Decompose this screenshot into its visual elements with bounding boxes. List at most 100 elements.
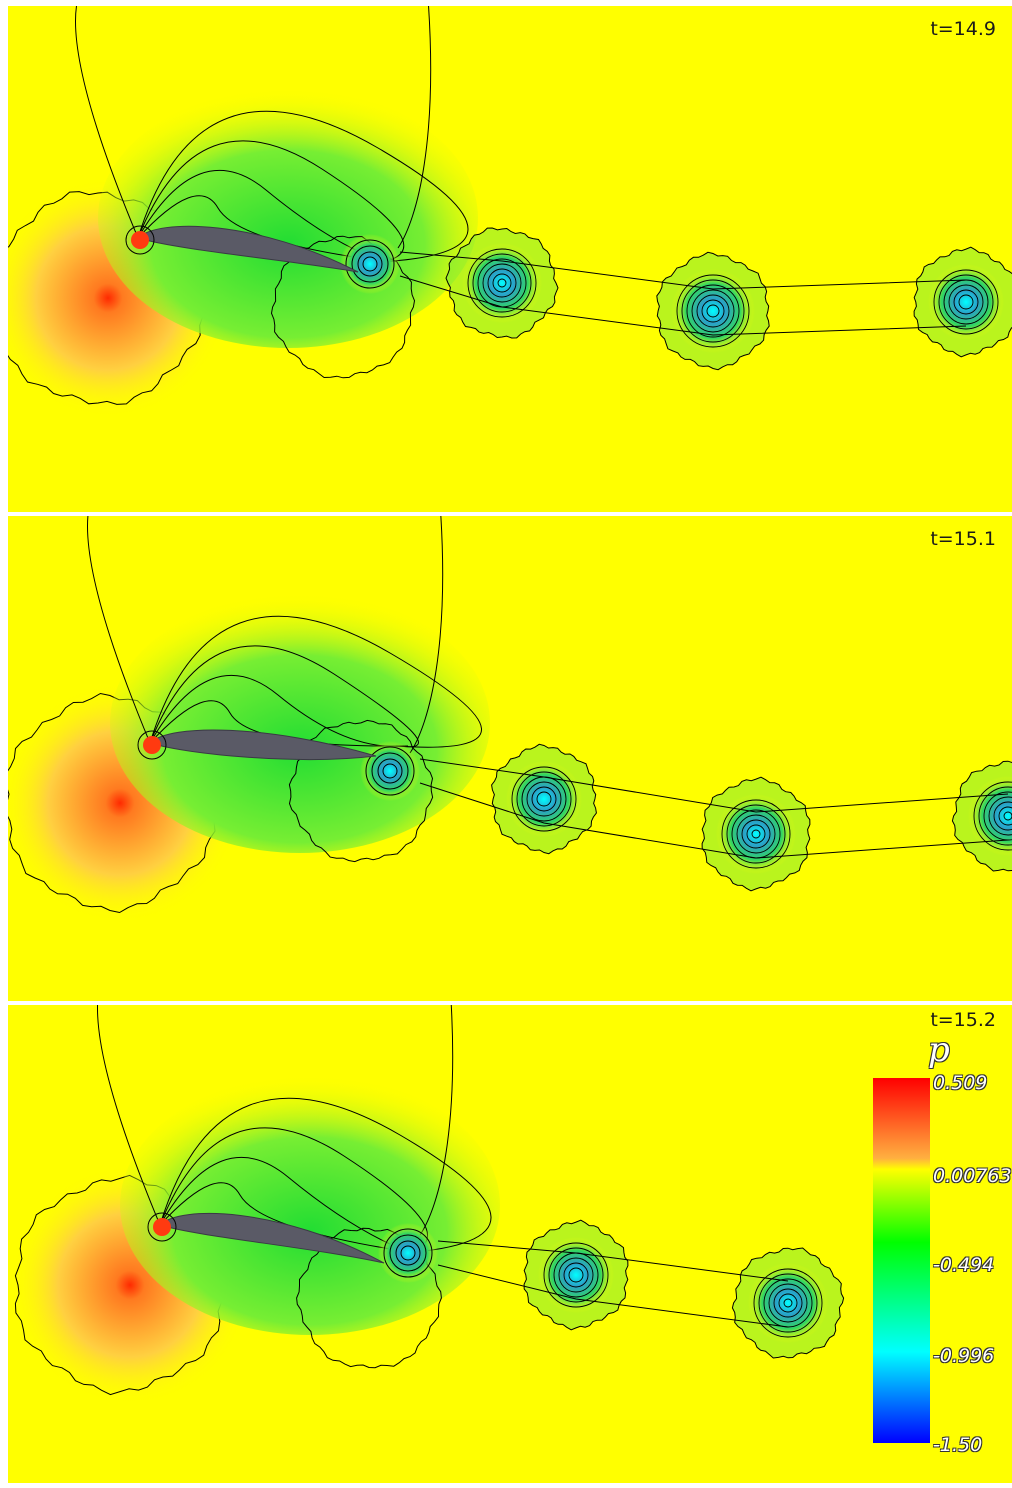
wake-contour — [419, 758, 1009, 813]
time-label: t=15.2 — [930, 1009, 996, 1031]
vortex-contour — [472, 253, 532, 313]
vortex-icon — [748, 1263, 828, 1343]
pressure-field-1 — [8, 6, 1012, 418]
pressure-contour — [149, 615, 482, 748]
vortex-contour — [691, 289, 735, 333]
pressure-contour — [97, 1005, 161, 1226]
snapshot-panel-1: t=14.9 — [8, 6, 1012, 512]
vortex-contour — [526, 781, 562, 817]
vortex-contour — [1003, 811, 1012, 821]
wake-contour — [399, 275, 967, 336]
vortex-contour — [511, 766, 577, 832]
pressure-contour — [409, 516, 444, 754]
airfoil-shape — [159, 1212, 385, 1264]
vortex-contour — [973, 781, 1012, 851]
vortex-contour — [933, 269, 999, 335]
vortex-contour — [778, 1293, 798, 1313]
pressure-contour — [137, 110, 469, 263]
suction-region — [110, 593, 490, 853]
vortex-contour — [383, 1228, 433, 1278]
pressure-contour — [149, 645, 419, 748]
vortex-icon — [340, 234, 400, 294]
vortex-icon — [378, 1223, 438, 1283]
airfoil-shape — [149, 729, 377, 760]
vortex-icon — [462, 243, 542, 323]
vortex-contour — [389, 1234, 427, 1272]
suction-region — [98, 88, 478, 348]
pressure-contour — [149, 674, 405, 747]
vortex-contour — [400, 1245, 416, 1261]
vortex-contour — [721, 799, 791, 869]
vortex-contour — [751, 829, 761, 839]
vortex-contour — [395, 1240, 421, 1266]
colorbar-tick: -0.494 — [933, 1254, 995, 1276]
time-label: t=14.9 — [930, 18, 996, 40]
vortex-contour — [377, 758, 403, 784]
pressure-contour — [159, 1097, 492, 1254]
vortex-contour — [993, 801, 1012, 831]
vortex-contour — [696, 294, 730, 328]
vortex-contour — [686, 284, 740, 338]
time-label: t=15.1 — [930, 528, 996, 550]
snapshot-panel-3: t=15.2 — [8, 1005, 1012, 1483]
colorbar-gradient — [873, 1078, 930, 1443]
wake-contour — [419, 782, 1009, 859]
colorbar-tick: -1.50 — [933, 1434, 983, 1456]
vortex-contour — [958, 294, 974, 310]
pressure-contour — [137, 140, 405, 263]
pressure-contour — [288, 719, 434, 863]
vortex-contour — [568, 1267, 584, 1283]
vortex-contour — [741, 819, 771, 849]
vortex-contour — [676, 274, 750, 348]
pressure-colorbar — [873, 1078, 930, 1443]
colorbar-tick: 0.00763 — [933, 1165, 1012, 1187]
vortex-contour — [543, 1242, 609, 1308]
vortex-contour — [988, 796, 1012, 836]
vortex-contour — [706, 304, 720, 318]
vortex-contour — [345, 239, 395, 289]
pressure-contour — [125, 225, 155, 255]
vortex-contour — [563, 1262, 589, 1288]
vortex-contour — [948, 284, 984, 320]
vortex-contour — [351, 245, 389, 283]
vortex-icon — [360, 741, 420, 801]
colorbar-tick: 0.509 — [933, 1072, 988, 1094]
vortex-contour — [978, 786, 1012, 846]
vortex-contour — [736, 814, 776, 854]
vortex-contour — [753, 1268, 823, 1338]
pressure-contour — [159, 1156, 413, 1254]
vortex-contour — [953, 289, 979, 315]
pressure-contour — [397, 6, 432, 249]
colorbar-title: p — [928, 1030, 950, 1070]
vortex-contour — [536, 791, 552, 807]
pressure-contour — [87, 516, 151, 744]
vortex-contour — [365, 746, 415, 796]
vortex-contour — [382, 763, 398, 779]
vortex-contour — [516, 771, 572, 827]
vortex-icon — [716, 794, 796, 874]
wake-contour — [437, 1264, 789, 1328]
vortex-contour — [938, 274, 994, 330]
vortex-contour — [492, 273, 512, 293]
vortex-contour — [726, 804, 786, 864]
vortex-contour — [487, 268, 517, 298]
vortex-contour — [482, 263, 522, 303]
vortex-contour — [783, 1298, 793, 1308]
vortex-contour — [362, 256, 378, 272]
snapshot-panel-2: t=15.1 — [8, 516, 1012, 1001]
vortex-contour — [746, 824, 766, 844]
stagnation-point — [131, 231, 149, 249]
pressure-contour — [137, 195, 391, 263]
pressure-contour — [159, 1182, 417, 1254]
pressure-field-2 — [8, 516, 1012, 923]
airfoil-shape — [137, 225, 359, 273]
vortex-contour — [773, 1288, 803, 1318]
vortex-contour — [371, 752, 409, 790]
pressure-field-3 — [10, 1005, 845, 1405]
suction-region — [120, 1075, 500, 1335]
pressure-contour — [419, 1005, 454, 1236]
stagnation-point — [143, 736, 161, 754]
wake-contour — [437, 1240, 789, 1282]
vortex-contour — [558, 1257, 594, 1293]
vortex-contour — [701, 299, 725, 323]
